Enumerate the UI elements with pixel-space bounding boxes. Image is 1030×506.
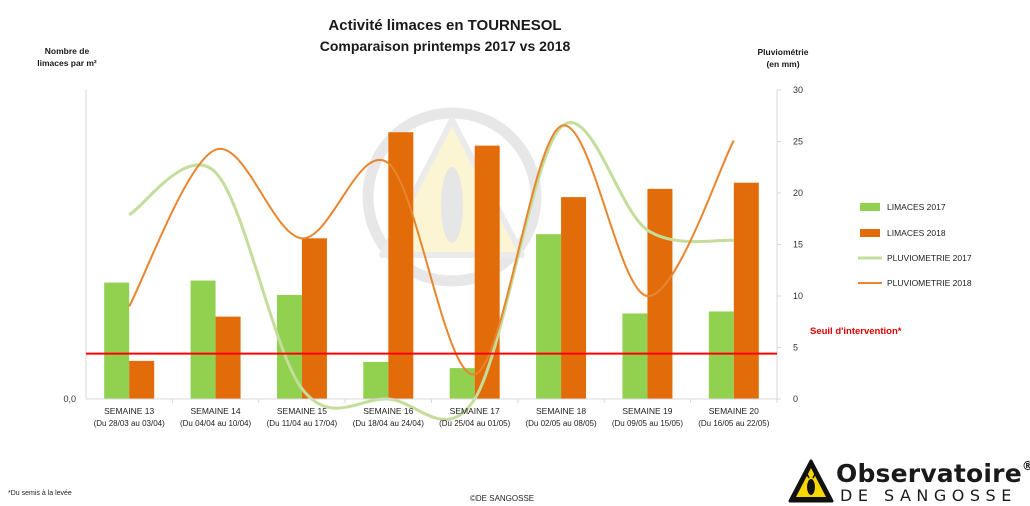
brand-reg: ® — [1021, 459, 1030, 473]
bar-limaces-2018-19 — [647, 188, 673, 399]
bar-limaces-2017-18 — [536, 234, 562, 399]
line-pluviometrie-2017 — [128, 121, 734, 422]
brand-triangle-icon — [788, 459, 834, 503]
x-tick-label-week: SEMAINE 19 — [622, 406, 672, 416]
legend-swatch-1 — [860, 229, 880, 237]
legend-swatch-0 — [860, 203, 880, 211]
x-tick-label-dates: (Du 11/04 au 17/04) — [267, 419, 338, 428]
bar-limaces-2018-16 — [388, 132, 414, 400]
legend-label-1: LIMACES 2018 — [887, 228, 946, 238]
bar-limaces-2018-15 — [301, 238, 327, 399]
x-tick-label-dates: (Du 18/04 au 24/04) — [353, 419, 424, 428]
x-tick-label-week: SEMAINE 13 — [104, 406, 154, 416]
right-axis-label-line1: Pluviométrie — [757, 47, 809, 57]
x-tick-label-week: SEMAINE 20 — [709, 406, 759, 416]
x-tick-label-week: SEMAINE 16 — [363, 406, 413, 416]
right-tick-label: 10 — [793, 291, 803, 301]
legend-label-3: PLUVIOMETRIE 2018 — [887, 278, 972, 288]
watermark-ring — [362, 107, 542, 287]
x-tick-label-dates: (Du 25/04 au 01/05) — [439, 419, 510, 428]
x-tick-label-week: SEMAINE 15 — [277, 406, 327, 416]
chart-title: Activité limaces en TOURNESOL — [328, 17, 562, 34]
bar-limaces-2018-20 — [733, 182, 759, 399]
footnote-mark: * — [8, 490, 11, 497]
right-axis-label: Pluviométrie (en mm) — [740, 46, 826, 70]
right-tick-label: 0 — [793, 394, 798, 404]
x-tick-label-dates: (Du 09/05 au 15/05) — [612, 419, 683, 428]
bar-limaces-2018-18 — [561, 197, 587, 399]
threshold-label: Seuil d'intervention* — [810, 326, 902, 337]
chart-subtitle: Comparaison printemps 2017 vs 2018 — [319, 38, 571, 54]
left-axis-label: Nombre de limaces par m² — [22, 45, 112, 69]
bar-limaces-2017-16 — [363, 361, 389, 399]
left-axis-label-line1: Nombre de — [44, 46, 90, 56]
copyright: ©DE SANGOSSE — [470, 494, 535, 503]
right-axis-label-line2: (en mm) — [766, 59, 800, 69]
x-tick-label-dates: (Du 02/05 au 08/05) — [525, 419, 596, 428]
bar-limaces-2017-17 — [449, 368, 475, 399]
legend-label-0: LIMACES 2017 — [887, 202, 946, 212]
brand-name-text: Observatoire — [836, 459, 1022, 488]
lines-layer — [128, 121, 735, 422]
x-tick-label-week: SEMAINE 17 — [450, 406, 500, 416]
right-tick-label: 15 — [793, 240, 803, 250]
line-pluviometrie-2018 — [128, 124, 735, 376]
footnote: *Du semis à la levée — [8, 490, 72, 497]
brand-name: Observatoire® — [836, 459, 1030, 488]
brand-logo: Observatoire® DE SANGOSSE — [788, 459, 1030, 505]
bar-limaces-2017-19 — [622, 313, 648, 399]
bar-limaces-2017-13 — [104, 282, 130, 399]
right-tick-label: 30 — [793, 85, 803, 95]
x-tick-label-week: SEMAINE 14 — [191, 406, 241, 416]
bar-limaces-2017-20 — [708, 311, 734, 399]
right-tick-label: 5 — [793, 343, 798, 353]
x-tick-label-dates: (Du 28/03 au 03/04) — [94, 419, 165, 428]
right-tick-label: 20 — [793, 188, 803, 198]
axes-layer: 0,0 0 5 10 15 20 25 30 SEMAINE 13 (Du 28/03 au 03… — [63, 85, 901, 428]
legend-label-2: PLUVIOMETRIE 2017 — [887, 253, 972, 263]
bar-limaces-2018-13 — [129, 360, 155, 399]
x-tick-label-dates: (Du 04/04 au 10/04) — [180, 419, 251, 428]
left-tick-label: 0,0 — [63, 394, 76, 404]
x-tick-label-week: SEMAINE 18 — [536, 406, 586, 416]
brand-subtitle: DE SANGOSSE — [840, 486, 1017, 505]
bar-limaces-2017-14 — [190, 280, 216, 399]
footnote-text: Du semis à la levée — [10, 490, 72, 497]
bar-limaces-2018-14 — [215, 316, 241, 399]
watermark-slug — [441, 167, 463, 243]
x-tick-label-dates: (Du 16/05 au 22/05) — [698, 419, 769, 428]
right-tick-label: 25 — [793, 137, 803, 147]
legend: LIMACES 2017 LIMACES 2018 PLUVIOMETRIE 201… — [858, 202, 972, 288]
left-axis-label-line2: limaces par m² — [37, 58, 97, 68]
